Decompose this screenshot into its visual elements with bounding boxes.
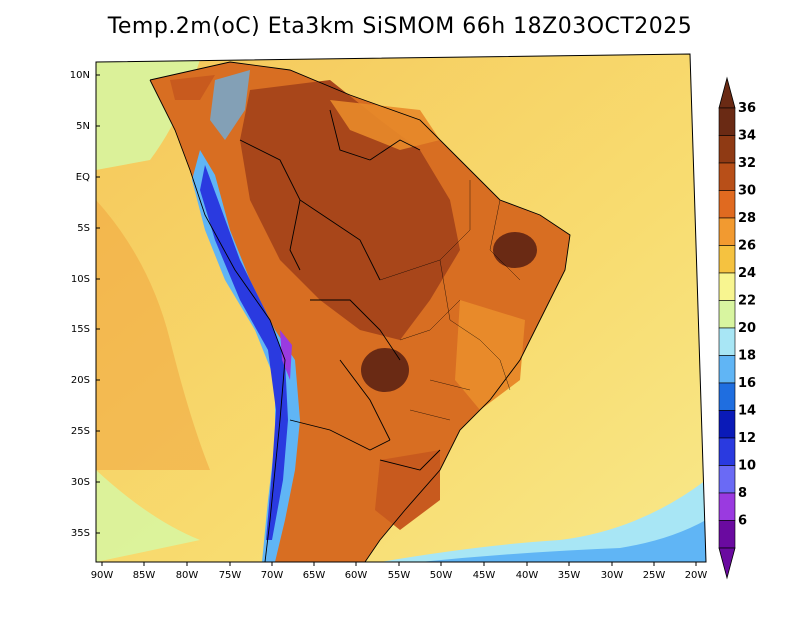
lat-label: 5S	[77, 223, 90, 234]
colorbar-label: 32	[738, 156, 756, 171]
lon-label: 40W	[516, 570, 539, 581]
colorbar-label: 28	[738, 211, 756, 226]
colorbar-swatch	[718, 410, 736, 439]
lon-label: 25W	[643, 570, 666, 581]
colorbar-swatch	[718, 107, 736, 136]
south-brazil-zone	[375, 450, 440, 530]
map-title: Temp.2m(oC) Eta3km SiSMOM 66h 18Z03OCT20…	[107, 14, 693, 39]
guiana-zone	[330, 100, 440, 150]
longitude-axis: 90W 85W 80W 75W 70W 65W 60W 55W 50W 45W …	[91, 562, 708, 581]
colorbar-swatch	[718, 245, 736, 274]
colorbar-label: 22	[738, 294, 756, 309]
lat-label: 10S	[71, 274, 90, 285]
colorbar-swatch	[718, 190, 736, 219]
atlantic-south-cool	[380, 480, 706, 562]
colorbar-swatch	[718, 492, 736, 521]
colorbar-label: 34	[738, 129, 756, 144]
lat-label: 20S	[71, 375, 90, 386]
pacific-warm-band	[96, 200, 210, 470]
lon-label: 70W	[261, 570, 284, 581]
colorbar-swatch	[718, 382, 736, 411]
colorbar-swatch	[718, 162, 736, 191]
latitude-axis: 10N 5N EQ 5S 10S 15S 20S 25S 30S 35S	[70, 70, 100, 539]
lon-label: 65W	[303, 570, 326, 581]
colorbar-label: 30	[738, 184, 756, 199]
colorbar-label: 12	[738, 431, 756, 446]
colorbar-bottom-arrow	[718, 547, 736, 580]
andes-coldest-spot	[280, 330, 292, 380]
lon-label: 45W	[473, 570, 496, 581]
atlantic-south-cooler	[420, 520, 706, 562]
lon-label: 75W	[219, 570, 242, 581]
colorbar-label: 6	[738, 514, 747, 529]
lat-label: EQ	[76, 172, 90, 183]
colombia-highlands	[210, 70, 250, 140]
map-frame	[95, 53, 707, 563]
colorbar-label: 8	[738, 486, 747, 501]
colorbar-swatch	[718, 272, 736, 301]
colorbar-top-arrow	[718, 76, 736, 109]
lat-label: 30S	[71, 477, 90, 488]
colorbar-swatch	[718, 300, 736, 329]
state-borders	[379, 180, 521, 421]
lon-label: 30W	[601, 570, 624, 581]
lon-label: 20W	[685, 570, 708, 581]
lat-label: 15S	[71, 324, 90, 335]
andes-cold-core	[200, 165, 288, 540]
colorbar-label: 24	[738, 266, 756, 281]
pacific-south-cool	[96, 470, 200, 562]
central-america-land	[170, 75, 215, 100]
colorbar-swatch	[718, 327, 736, 356]
colorbar-swatch	[718, 135, 736, 164]
lat-label: 10N	[70, 70, 90, 81]
lat-label: 35S	[71, 528, 90, 539]
pantanal-hotspot	[361, 348, 409, 392]
colorbar-label: 18	[738, 349, 756, 364]
colorbar-label: 10	[738, 459, 756, 474]
lon-label: 60W	[345, 570, 368, 581]
colorbar-label: 14	[738, 404, 756, 419]
lon-label: 35W	[558, 570, 581, 581]
lat-label: 25S	[71, 426, 90, 437]
lon-label: 90W	[91, 570, 114, 581]
lon-label: 55W	[388, 570, 411, 581]
lon-label: 85W	[133, 570, 156, 581]
colorbar: 36 34 32 30 28 26 24 22 20 18 16 14 12 10 8 6	[718, 76, 756, 580]
country-borders	[149, 61, 571, 562]
lon-label: 50W	[430, 570, 453, 581]
lon-label: 80W	[176, 570, 199, 581]
colorbar-swatch	[718, 437, 736, 466]
northeast-hotspot	[493, 232, 537, 268]
colorbar-label: 20	[738, 321, 756, 336]
lat-label: 5N	[76, 121, 90, 132]
colorbar-swatch	[718, 355, 736, 384]
colorbar-label: 36	[738, 101, 756, 116]
colorbar-label: 26	[738, 239, 756, 254]
colorbar-swatch	[718, 217, 736, 246]
colorbar-label: 16	[738, 376, 756, 391]
colorbar-swatch	[718, 520, 736, 549]
colorbar-swatch	[718, 465, 736, 494]
map-panel	[96, 54, 706, 562]
